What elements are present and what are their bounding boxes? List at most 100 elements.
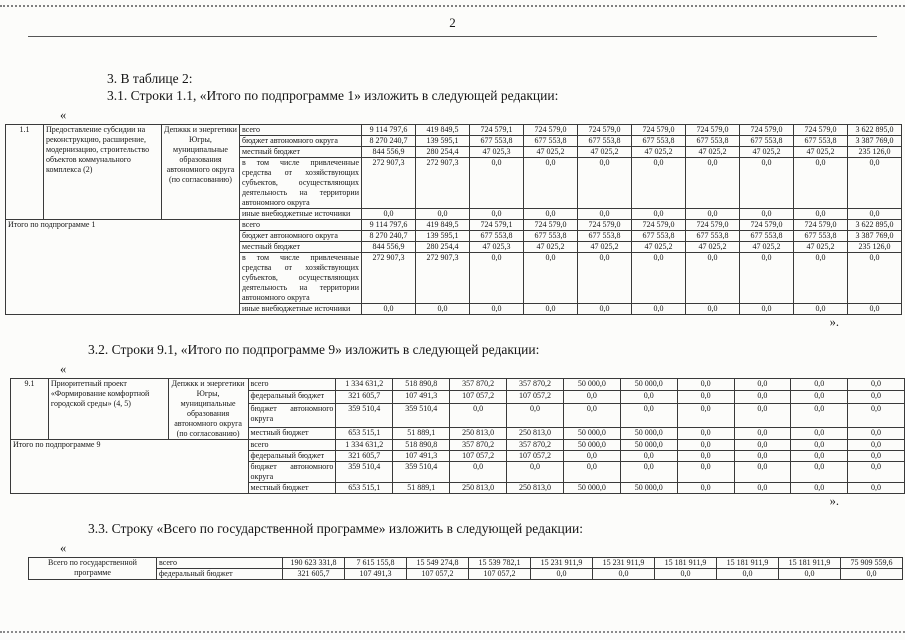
funding-source-cell: всего (239, 219, 362, 231)
subtotal-label-cell: Итого по подпрограмме 1 (5, 219, 240, 315)
value-cell: 0,0 (685, 303, 740, 315)
value-cell: 50 000,0 (619, 377, 678, 392)
table-state-program-total: Всего по государственной программе всего 1… (28, 557, 903, 580)
value-cell: 272 907,3 (361, 252, 416, 304)
value-cell: 0,0 (739, 208, 794, 220)
value-cell: 0,0 (469, 157, 524, 209)
value-cell: 0,0 (790, 426, 849, 441)
value-cell: 724 579,0 (685, 124, 740, 136)
value-cell: 677 553,8 (523, 230, 578, 242)
value-cell: 0,0 (847, 303, 902, 315)
value-cell: 0,0 (778, 568, 841, 580)
value-cell: 844 556,9 (361, 146, 416, 158)
value-cell: 724 579,0 (739, 219, 794, 231)
table-subprogram-1: 1.1 Предоставление субсидии на реконструк… (5, 124, 902, 315)
value-cell: 0,0 (523, 208, 578, 220)
value-cell: 0,0 (631, 157, 686, 209)
value-cell: 250 813,0 (449, 482, 508, 494)
value-cell: 107 057,2 (449, 450, 508, 462)
value-cell: 0,0 (733, 377, 792, 392)
value-cell: 0,0 (562, 450, 621, 462)
value-cell: 280 254,4 (415, 241, 470, 253)
value-cell: 47 025,2 (793, 241, 848, 253)
value-cell: 0,0 (676, 450, 735, 462)
value-cell: 9 114 797,6 (361, 124, 416, 136)
value-cell: 1 334 631,2 (335, 439, 394, 451)
value-cell: 0,0 (847, 439, 905, 451)
value-cell: 0,0 (631, 208, 686, 220)
table-row: местный бюджет 844 556,9 280 254,4 47 025,3… (6, 146, 902, 158)
value-cell: 0,0 (733, 426, 792, 441)
value-cell: 47 025,2 (577, 241, 632, 253)
value-cell: 518 890,8 (392, 377, 451, 392)
value-cell: 677 553,8 (469, 135, 524, 147)
row-number-cell: 9.1 (10, 378, 49, 440)
value-cell: 724 579,0 (631, 124, 686, 136)
value-cell: 0,0 (847, 377, 905, 392)
program-name-cell: Приоритетный проект «Формирование комфор… (47, 378, 169, 440)
value-cell: 0,0 (619, 450, 678, 462)
value-cell: 677 553,8 (685, 230, 740, 242)
value-cell: 15 231 911,9 (592, 557, 655, 569)
value-cell: 107 057,2 (468, 568, 531, 580)
value-cell: 359 510,4 (392, 461, 451, 483)
value-cell: 47 025,2 (631, 146, 686, 158)
value-cell: 0,0 (739, 252, 794, 304)
value-cell: 107 491,3 (344, 568, 407, 580)
value-cell: 15 539 782,1 (468, 557, 531, 569)
value-cell: 677 553,8 (793, 230, 848, 242)
value-cell: 0,0 (449, 461, 508, 483)
value-cell: 3 622 895,0 (847, 219, 902, 231)
value-cell: 0,0 (469, 252, 524, 304)
value-cell: 0,0 (676, 426, 735, 441)
value-cell: 321 605,7 (335, 390, 394, 404)
value-cell: 0,0 (631, 252, 686, 304)
value-cell: 677 553,8 (739, 135, 794, 147)
value-cell: 272 907,3 (415, 252, 470, 304)
value-cell: 47 025,2 (523, 241, 578, 253)
value-cell: 0,0 (577, 157, 632, 209)
value-cell: 50 000,0 (562, 482, 621, 494)
value-cell: 0,0 (449, 402, 508, 428)
value-cell: 0,0 (739, 157, 794, 209)
value-cell: 0,0 (577, 208, 632, 220)
value-cell: 8 270 240,7 (361, 230, 416, 242)
table-row: Итого по подпрограмме 1 всего 9 114 797,6 4… (5, 219, 902, 315)
value-cell: 0,0 (654, 568, 717, 580)
open-quote-3: « (60, 541, 67, 555)
value-cell: 0,0 (523, 303, 578, 315)
value-cell: 0,0 (562, 390, 621, 404)
value-cell: 0,0 (523, 157, 578, 209)
header-rule (28, 36, 877, 37)
table-row: в том числе привлеченные средства от хоз… (6, 252, 902, 304)
value-cell: 724 579,0 (577, 219, 632, 231)
value-cell: 0,0 (577, 252, 632, 304)
table-subprogram-1-wrap: 1.1 Предоставление субсидии на реконструк… (5, 124, 905, 315)
table-row: федеральный бюджет 321 605,7 107 491,3 107 … (11, 450, 905, 462)
value-cell: 250 813,0 (506, 426, 564, 441)
value-cell: 107 491,3 (392, 450, 451, 462)
value-cell: 15 181 911,9 (716, 557, 779, 569)
table-row: бюджет автономного округа 8 270 240,7 139 … (6, 135, 902, 147)
value-cell: 0,0 (790, 377, 849, 392)
value-cell: 0,0 (733, 482, 792, 494)
table-row: бюджет автономного округа 359 510,4 359 51… (11, 461, 905, 483)
section-3-3-heading: 3.3. Строку «Всего по государственной пр… (88, 521, 583, 536)
funding-source-cell: федеральный бюджет (247, 450, 337, 462)
scan-artifact-bottom (0, 631, 905, 633)
table-row: 1.1 Предоставление субсидии на реконструк… (5, 124, 902, 220)
value-cell: 357 870,2 (449, 439, 508, 451)
value-cell: 139 595,1 (415, 230, 470, 242)
value-cell: 724 579,0 (685, 219, 740, 231)
value-cell: 272 907,3 (415, 157, 470, 209)
value-cell: 0,0 (523, 252, 578, 304)
value-cell: 15 231 911,9 (530, 557, 593, 569)
value-cell: 359 510,4 (335, 402, 394, 428)
value-cell: 724 579,0 (523, 219, 578, 231)
funding-source-cell: местный бюджет (239, 241, 362, 253)
value-cell: 15 181 911,9 (654, 557, 717, 569)
value-cell: 15 549 274,8 (406, 557, 469, 569)
value-cell: 0,0 (716, 568, 779, 580)
funding-source-cell: в том числе привлеченные средства от хоз… (239, 157, 362, 209)
